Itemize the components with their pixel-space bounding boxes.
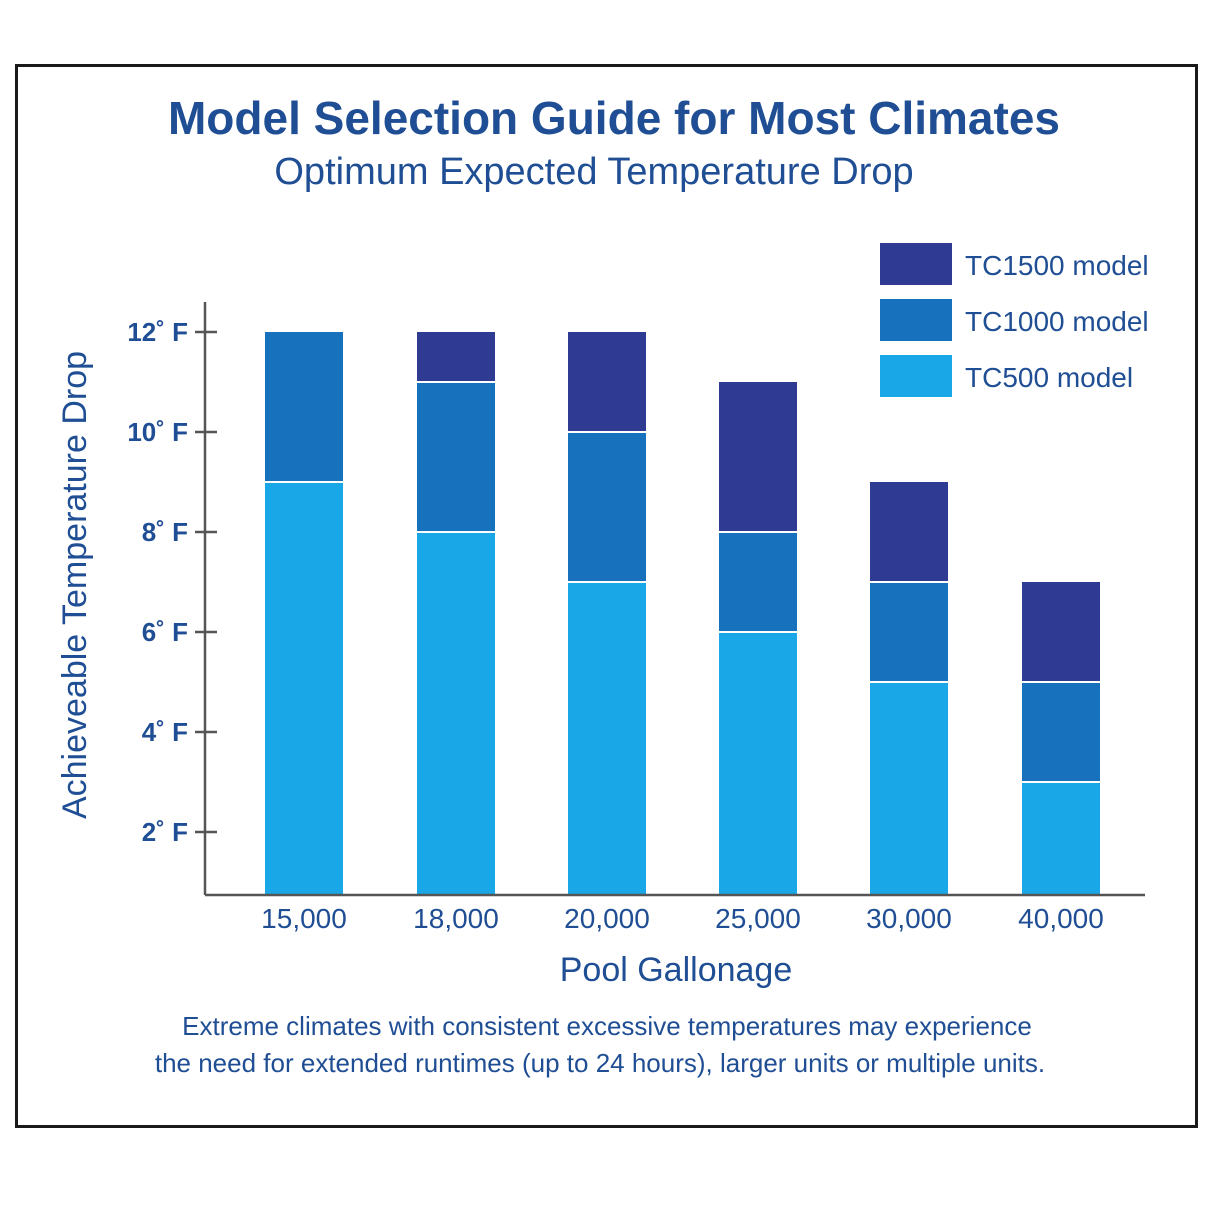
y-tick-label: 6˚ F	[142, 617, 188, 647]
chart-title: Model Selection Guide for Most Climates	[168, 92, 1060, 144]
bar-40000-tc1000	[1022, 682, 1100, 782]
bar-40000-tc1500	[1022, 582, 1100, 682]
footnote-line-2: the need for extended runtimes (up to 24…	[155, 1048, 1045, 1078]
legend-label-tc500: TC500 model	[965, 362, 1133, 393]
bars-group	[265, 332, 1100, 895]
legend: TC1500 model TC1000 model TC500 model	[880, 243, 1149, 397]
y-tick-label: 12˚ F	[127, 317, 188, 347]
bar-30000-tc1500	[870, 482, 948, 582]
bar-25000-tc1000	[719, 532, 797, 632]
y-tick-label: 2˚ F	[142, 817, 188, 847]
bar-15000-tc1000	[265, 332, 343, 482]
bar-15000-tc500	[265, 482, 343, 895]
bar-20000-tc500	[568, 582, 646, 895]
bar-18000-tc1000	[417, 382, 495, 532]
legend-swatch-tc1500	[880, 243, 952, 285]
y-tick-label: 8˚ F	[142, 517, 188, 547]
legend-swatch-tc1000	[880, 299, 952, 341]
bar-20000-tc1000	[568, 432, 646, 582]
x-tick-label: 20,000	[564, 903, 650, 934]
x-tick-label: 18,000	[413, 903, 499, 934]
bar-25000-tc500	[719, 632, 797, 895]
x-axis-label: Pool Gallonage	[560, 951, 793, 989]
legend-label-tc1000: TC1000 model	[965, 306, 1149, 337]
x-tick-label: 25,000	[715, 903, 801, 934]
axes-group: 2˚ F 4˚ F 6˚ F 8˚ F 10˚ F 12˚ F 15,000 18,000 20…	[127, 302, 1145, 934]
y-tick-label: 4˚ F	[142, 717, 188, 747]
footnote-line-1: Extreme climates with consistent excessi…	[182, 1011, 1032, 1041]
legend-swatch-tc500	[880, 355, 952, 397]
x-tick-label: 40,000	[1018, 903, 1104, 934]
bar-20000-tc1500	[568, 332, 646, 432]
bar-40000-tc500	[1022, 782, 1100, 895]
bar-30000-tc1000	[870, 582, 948, 682]
y-axis-label: Achieveable Temperature Drop	[56, 351, 94, 819]
bar-25000-tc1500	[719, 382, 797, 532]
y-tick-label: 10˚ F	[127, 417, 188, 447]
bar-18000-tc500	[417, 532, 495, 895]
legend-label-tc1500: TC1500 model	[965, 250, 1149, 281]
bar-18000-tc1500	[417, 332, 495, 382]
x-tick-label: 15,000	[261, 903, 347, 934]
bar-30000-tc500	[870, 682, 948, 895]
x-tick-label: 30,000	[866, 903, 952, 934]
chart-subtitle: Optimum Expected Temperature Drop	[274, 151, 913, 193]
